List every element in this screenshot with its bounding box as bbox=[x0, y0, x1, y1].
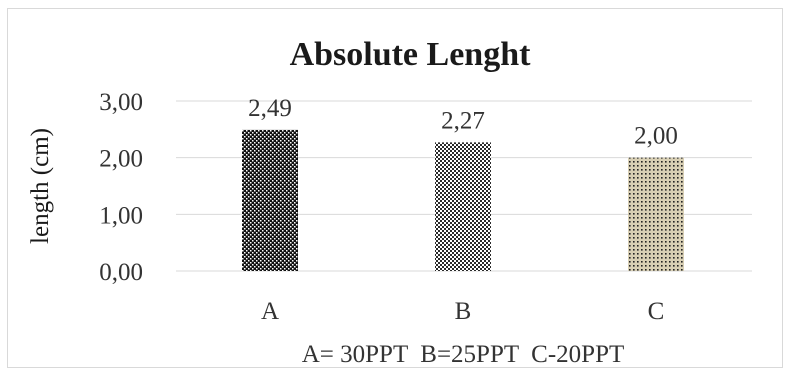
x-tick-label-b: B bbox=[455, 298, 472, 325]
chart-title: Absolute Lenght bbox=[290, 36, 532, 73]
bar-c bbox=[628, 157, 684, 271]
y-axis-ticks: 0,00 1,00 2,00 3,00 bbox=[99, 89, 143, 286]
data-label-c: 2,00 bbox=[634, 123, 678, 150]
bars bbox=[242, 129, 684, 271]
bar-b bbox=[435, 142, 491, 271]
y-tick-label: 3,00 bbox=[99, 89, 143, 116]
data-label-a: 2,49 bbox=[248, 95, 292, 122]
y-axis-title: length (cm) bbox=[27, 128, 54, 244]
y-tick-label: 2,00 bbox=[99, 146, 143, 173]
chart-footnote: A= 30PPT B=25PPT C-20PPT bbox=[302, 341, 625, 368]
y-tick-label: 1,00 bbox=[99, 202, 143, 229]
y-tick-label: 0,00 bbox=[99, 259, 143, 286]
data-labels: 2,49 2,27 2,00 bbox=[248, 95, 678, 150]
x-tick-label-c: C bbox=[648, 298, 665, 325]
bar-a bbox=[242, 129, 298, 271]
x-axis-ticks: A B C bbox=[261, 298, 664, 325]
x-tick-label-a: A bbox=[261, 298, 279, 325]
data-label-b: 2,27 bbox=[441, 107, 485, 134]
